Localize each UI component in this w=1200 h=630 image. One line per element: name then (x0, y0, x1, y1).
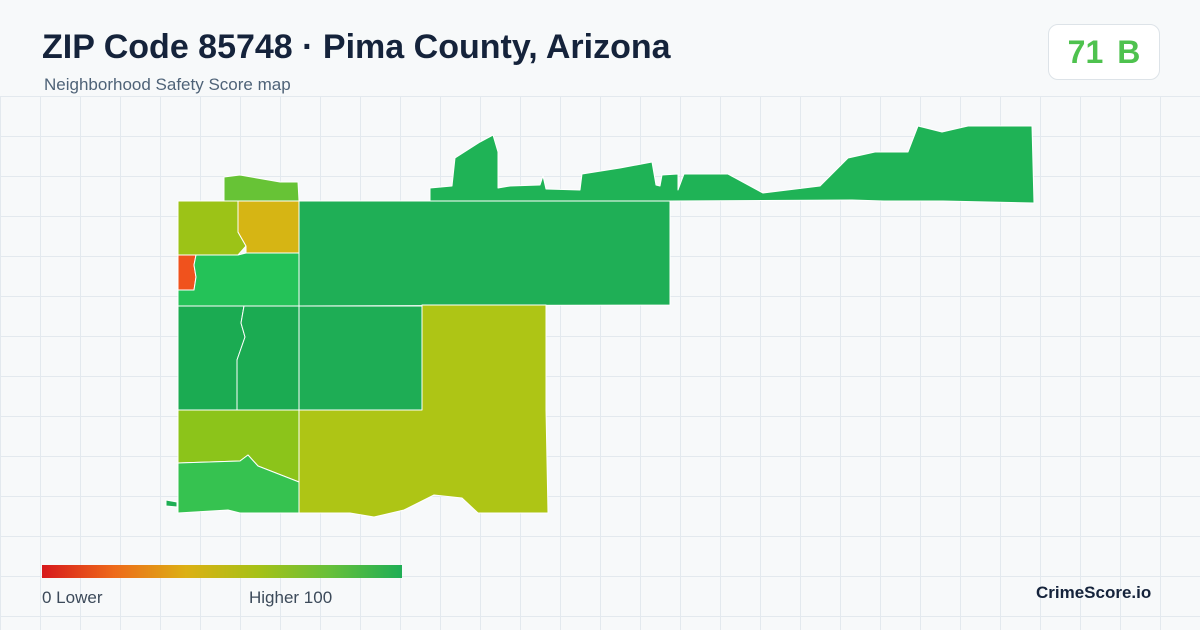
page-title: ZIP Code 85748 · Pima County, Arizona (42, 28, 671, 66)
map-area-nw-amber[interactable] (237, 200, 300, 254)
legend-color-scale (42, 565, 402, 578)
map-area-west-red[interactable] (177, 254, 197, 291)
map-area-tiny-west[interactable] (165, 499, 178, 508)
map-area-sw-green[interactable] (177, 454, 300, 514)
score-grade: B (1117, 33, 1141, 70)
map-area-small-north[interactable] (223, 174, 300, 202)
map-area-central-north[interactable] (298, 200, 671, 307)
map-area-w1[interactable] (177, 305, 246, 411)
score-value: 71 (1067, 33, 1104, 70)
map-area-west-green[interactable] (177, 252, 300, 307)
map-area-center[interactable] (298, 305, 423, 411)
legend-high-label: Higher 100 (249, 588, 333, 607)
safety-score-badge: 71 B (1048, 24, 1160, 80)
map-area-w2[interactable] (236, 305, 300, 411)
page-subtitle: Neighborhood Safety Score map (44, 75, 291, 94)
map-area-north-strip[interactable] (429, 125, 1035, 204)
map-area-nw-yellowgreen[interactable] (177, 200, 247, 256)
brand-name: CrimeScore.io (1036, 583, 1152, 602)
legend-low-label: 0 Lower (42, 588, 103, 607)
